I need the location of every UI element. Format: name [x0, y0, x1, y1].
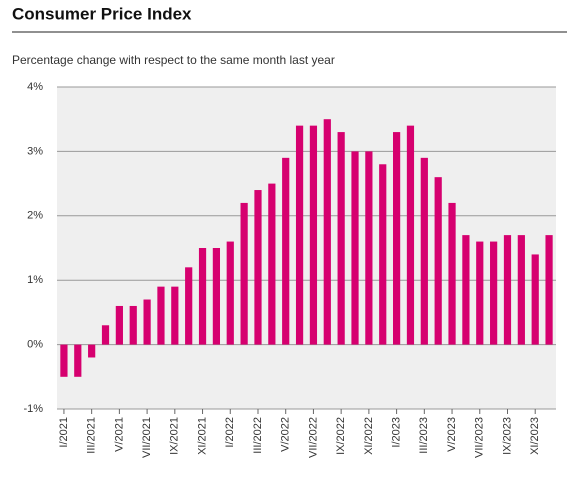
y-tick-label: 3% — [27, 145, 43, 157]
bar — [476, 241, 484, 345]
y-tick-label: -1% — [23, 403, 43, 415]
bar — [157, 286, 165, 345]
bar — [517, 235, 525, 345]
bar — [434, 177, 442, 345]
x-tick-label: IX/2023 — [501, 417, 513, 455]
bar — [365, 151, 373, 345]
x-tick-label: VII/2022 — [307, 417, 319, 458]
y-tick-label: 2% — [27, 210, 43, 222]
bar — [406, 125, 415, 345]
x-tick-label: I/2023 — [391, 417, 403, 448]
bar — [212, 248, 221, 345]
x-tick-label: VII/2023 — [474, 417, 486, 458]
bar — [60, 344, 68, 377]
bar — [295, 125, 304, 345]
bar — [143, 299, 151, 345]
bar — [379, 164, 387, 345]
chart-subtitle: Percentage change with respect to the sa… — [12, 53, 335, 67]
bar — [268, 183, 276, 345]
chart-title: Consumer Price Index — [12, 4, 192, 23]
bar — [282, 157, 290, 345]
bar — [503, 235, 512, 345]
bar — [226, 241, 234, 345]
x-tick-label: XI/2022 — [363, 417, 375, 455]
bar — [323, 119, 331, 345]
x-tick-label: III/2023 — [418, 417, 430, 454]
bar — [88, 344, 96, 358]
x-tick-label: III/2021 — [86, 417, 98, 454]
plot-area — [57, 87, 556, 409]
bar — [74, 344, 82, 377]
x-tick-label: V/2023 — [446, 417, 458, 452]
bar — [309, 125, 318, 345]
bar — [115, 305, 123, 345]
x-tick-label: V/2022 — [280, 417, 292, 452]
bar — [185, 267, 193, 345]
x-tick-label: I/2022 — [224, 417, 236, 448]
x-tick-label: VII/2021 — [141, 417, 153, 458]
bar — [254, 190, 262, 345]
x-tick-label: XI/2023 — [529, 417, 541, 455]
bar — [198, 248, 207, 345]
y-tick-label: 1% — [27, 274, 43, 286]
bar — [337, 132, 345, 345]
bar — [462, 235, 470, 345]
x-tick-label: XI/2021 — [196, 417, 208, 455]
x-tick-label: V/2021 — [113, 417, 125, 452]
bar — [448, 202, 456, 345]
bar — [240, 202, 248, 345]
bar — [531, 254, 539, 345]
x-tick-label: III/2022 — [252, 417, 264, 454]
x-tick-label: I/2021 — [58, 417, 70, 448]
y-tick-label: 4% — [27, 81, 43, 93]
bar — [129, 305, 137, 345]
bar — [101, 325, 110, 345]
bar — [171, 286, 179, 345]
y-tick-label: 0% — [27, 339, 43, 351]
bar — [490, 241, 498, 345]
bar — [351, 151, 359, 345]
bar — [392, 132, 401, 345]
bar — [545, 235, 553, 345]
x-tick-label: IX/2022 — [335, 417, 347, 455]
bar — [420, 157, 428, 345]
x-tick-label: IX/2021 — [169, 417, 181, 455]
